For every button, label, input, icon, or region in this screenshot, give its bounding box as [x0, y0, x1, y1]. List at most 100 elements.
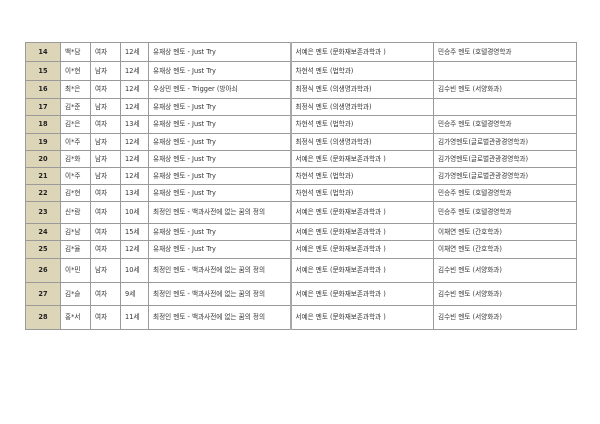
student-name-cell: 김*화: [60, 150, 91, 168]
mentor-3-cell: [433, 98, 577, 116]
row-number-cell: 18: [25, 115, 61, 134]
mentor-3-cell: 민승주 멘토 (호텔경영학과: [433, 201, 577, 224]
gender-cell: 여자: [90, 223, 121, 241]
mentor-2-cell: 서예은 멘토 (문화재보존과학과 ): [290, 223, 434, 241]
table-row: 27 김*슬 여자 9세 최정인 멘토 - 백과사전에 없는 꿈의 정의 서예은 멘토 (…: [25, 282, 577, 306]
age-cell: 13세: [120, 184, 149, 202]
table-row: 14 백*담 여자 12세 유재상 멘토 - Just Try 서예은 멘토 (문화재보존…: [25, 42, 577, 62]
mentor-assignment-table: 14 백*담 여자 12세 유재상 멘토 - Just Try 서예은 멘토 (문화재보존…: [25, 42, 577, 330]
student-name-cell: 김*남: [60, 223, 91, 241]
mentor-1-cell: 최정인 멘토 - 백과사전에 없는 꿈의 정의: [148, 201, 292, 224]
student-name-cell: 신*람: [60, 201, 91, 224]
mentor-3-cell: 김가영멘토(글로벌관광경영학과): [433, 150, 577, 168]
gender-cell: 남자: [90, 98, 121, 116]
student-name-cell: 이*주: [60, 167, 91, 185]
mentor-2-cell: 서예은 멘토 (문화재보존과학과 ): [290, 240, 434, 259]
age-cell: 10세: [120, 201, 149, 224]
student-name-cell: 최*은: [60, 80, 91, 99]
gender-cell: 여자: [90, 184, 121, 202]
mentor-2-cell: 차현석 멘토 (법학과): [290, 184, 434, 202]
mentor-2-cell: 최정식 멘토 (의생명과학과): [290, 133, 434, 151]
mentor-1-cell: 유재상 멘토 - Just Try: [148, 133, 292, 151]
row-number-cell: 16: [25, 80, 61, 99]
mentor-1-cell: 유재상 멘토 - Just Try: [148, 167, 292, 185]
mentor-3-cell: 이채연 멘토 (간호학과): [433, 223, 577, 241]
student-name-cell: 이*민: [60, 258, 91, 283]
table-row: 22 김*현 여자 13세 유재상 멘토 - Just Try 차현석 멘토 (법학과) 민…: [25, 184, 577, 202]
age-cell: 12세: [120, 133, 149, 151]
mentor-1-cell: 유재상 멘토 - Just Try: [148, 98, 292, 116]
row-number-cell: 28: [25, 305, 61, 330]
mentor-3-cell: 김수빈 멘토 (서양화과): [433, 80, 577, 99]
mentor-3-cell: 김가영멘토(글로벌관광경영학과): [433, 167, 577, 185]
mentor-1-cell: 최정인 멘토 - 백과사전에 없는 꿈의 정의: [148, 305, 292, 330]
gender-cell: 남자: [90, 258, 121, 283]
mentor-1-cell: 유재상 멘토 - Just Try: [148, 240, 292, 259]
age-cell: 9세: [120, 282, 149, 306]
mentor-2-cell: 차현석 멘토 (법학과): [290, 61, 434, 81]
table-row: 21 이*주 남자 12세 유재상 멘토 - Just Try 차현석 멘토 (법학과) 김…: [25, 167, 577, 185]
table-row: 23 신*람 여자 10세 최정인 멘토 - 백과사전에 없는 꿈의 정의 서예은 멘토 …: [25, 201, 577, 224]
row-number-cell: 17: [25, 98, 61, 116]
mentor-3-cell: 민승주 멘토 (호텔경영학과: [433, 42, 577, 62]
student-name-cell: 홍*서: [60, 305, 91, 330]
age-cell: 12세: [120, 150, 149, 168]
gender-cell: 남자: [90, 167, 121, 185]
age-cell: 12세: [120, 42, 149, 62]
mentor-2-cell: 서예은 멘토 (문화재보존과학과 ): [290, 305, 434, 330]
age-cell: 15세: [120, 223, 149, 241]
row-number-cell: 14: [25, 42, 61, 62]
student-name-cell: 이*주: [60, 133, 91, 151]
row-number-cell: 21: [25, 167, 61, 185]
student-name-cell: 김*율: [60, 240, 91, 259]
row-number-cell: 15: [25, 61, 61, 81]
mentor-2-cell: 차현석 멘토 (법학과): [290, 167, 434, 185]
student-name-cell: 김*현: [60, 184, 91, 202]
age-cell: 12세: [120, 61, 149, 81]
mentor-3-cell: 김수빈 멘토 (서양화과): [433, 258, 577, 283]
mentor-1-cell: 유재상 멘토 - Just Try: [148, 115, 292, 134]
row-number-cell: 23: [25, 201, 61, 224]
gender-cell: 여자: [90, 80, 121, 99]
student-name-cell: 백*담: [60, 42, 91, 62]
gender-cell: 남자: [90, 61, 121, 81]
table-row: 24 김*남 여자 15세 유재상 멘토 - Just Try 서예은 멘토 (문화재보존…: [25, 223, 577, 241]
age-cell: 13세: [120, 115, 149, 134]
table-row: 28 홍*서 여자 11세 최정인 멘토 - 백과사전에 없는 꿈의 정의 서예은 멘토 …: [25, 305, 577, 330]
mentor-3-cell: 민승주 멘토 (호텔경영학과: [433, 184, 577, 202]
mentor-1-cell: 최정인 멘토 - 백과사전에 없는 꿈의 정의: [148, 282, 292, 306]
mentor-3-cell: 김수빈 멘토 (서양화과): [433, 282, 577, 306]
row-number-cell: 22: [25, 184, 61, 202]
mentor-3-cell: [433, 61, 577, 81]
age-cell: 12세: [120, 80, 149, 99]
gender-cell: 여자: [90, 282, 121, 306]
mentor-1-cell: 유재상 멘토 - Just Try: [148, 223, 292, 241]
mentor-2-cell: 서예은 멘토 (문화재보존과학과 ): [290, 201, 434, 224]
mentor-2-cell: 서예은 멘토 (문화재보존과학과 ): [290, 258, 434, 283]
gender-cell: 여자: [90, 240, 121, 259]
student-name-cell: 김*슬: [60, 282, 91, 306]
mentor-1-cell: 유재상 멘토 - Just Try: [148, 184, 292, 202]
mentor-3-cell: 민승주 멘토 (호텔경영학과: [433, 115, 577, 134]
age-cell: 12세: [120, 240, 149, 259]
table-row: 25 김*율 여자 12세 유재상 멘토 - Just Try 서예은 멘토 (문화재보존…: [25, 240, 577, 259]
student-name-cell: 이*현: [60, 61, 91, 81]
table-row: 15 이*현 남자 12세 유재상 멘토 - Just Try 차현석 멘토 (법학과): [25, 61, 577, 81]
row-number-cell: 24: [25, 223, 61, 241]
age-cell: 10세: [120, 258, 149, 283]
table-row: 26 이*민 남자 10세 최정인 멘토 - 백과사전에 없는 꿈의 정의 서예은 멘토 …: [25, 258, 577, 283]
row-number-cell: 25: [25, 240, 61, 259]
mentor-2-cell: 최정식 멘토 (의생명과학과): [290, 98, 434, 116]
age-cell: 12세: [120, 167, 149, 185]
student-name-cell: 김*준: [60, 98, 91, 116]
mentor-2-cell: 차현석 멘토 (법학과): [290, 115, 434, 134]
table-row: 20 김*화 남자 12세 유재상 멘토 - Just Try 서예은 멘토 (문화재보존…: [25, 150, 577, 168]
row-number-cell: 19: [25, 133, 61, 151]
age-cell: 11세: [120, 305, 149, 330]
gender-cell: 남자: [90, 133, 121, 151]
table-row: 17 김*준 남자 12세 유재상 멘토 - Just Try 최정식 멘토 (의생명과학…: [25, 98, 577, 116]
table-row: 19 이*주 남자 12세 유재상 멘토 - Just Try 최정식 멘토 (의생명과학…: [25, 133, 577, 151]
gender-cell: 여자: [90, 42, 121, 62]
age-cell: 12세: [120, 98, 149, 116]
mentor-2-cell: 서예은 멘토 (문화재보존과학과 ): [290, 150, 434, 168]
